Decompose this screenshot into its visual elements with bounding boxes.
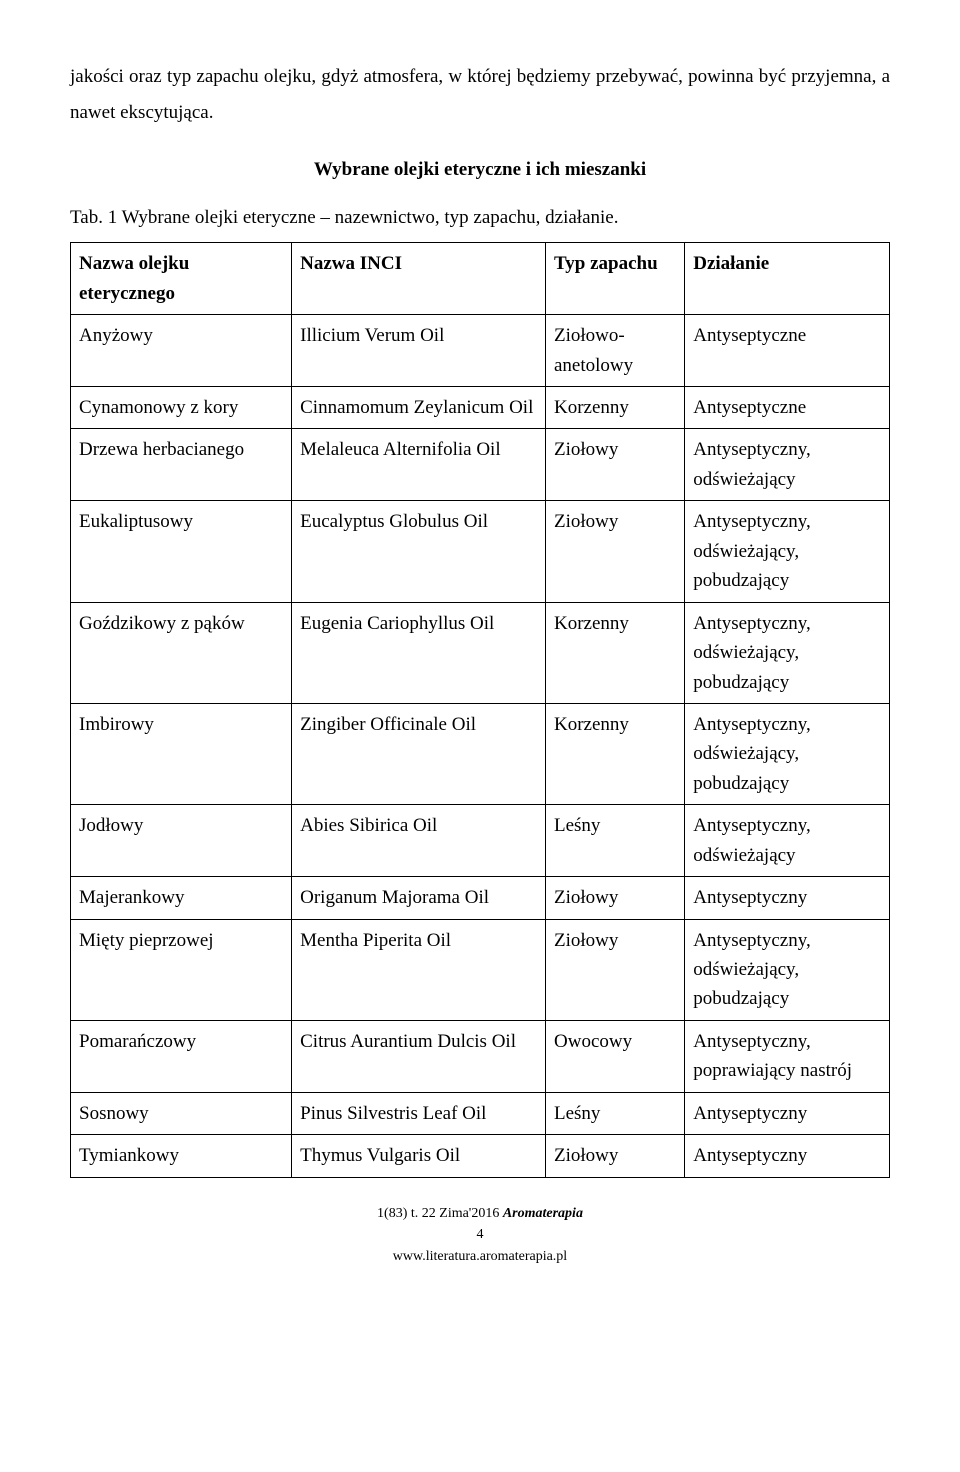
table-cell: Korzenny [546, 387, 685, 429]
table-head: Nazwa olejku eterycznego Nazwa INCI Typ … [71, 243, 890, 315]
table-cell: Pinus Silvestris Leaf Oil [292, 1092, 546, 1134]
document-page: jakości oraz typ zapachu olejku, gdyż at… [0, 0, 960, 1296]
footer-issue-line: 1(83) t. 22 Zima'2016 Aromaterapia [70, 1204, 890, 1224]
table-cell: Korzenny [546, 602, 685, 703]
th-name: Nazwa olejku eterycznego [71, 243, 292, 315]
th-action: Działanie [685, 243, 890, 315]
table-row: Drzewa herbacianegoMelaleuca Alternifoli… [71, 429, 890, 501]
table-cell: Antyseptyczny, odświeżający, pobudzający [685, 602, 890, 703]
th-inci: Nazwa INCI [292, 243, 546, 315]
table-cell: Antyseptyczne [685, 315, 890, 387]
table-cell: Antyseptyczny, odświeżający, pobudzający [685, 703, 890, 804]
table-cell: Pomarańczowy [71, 1020, 292, 1092]
table-row: AnyżowyIllicium Verum OilZiołowo-anetolo… [71, 315, 890, 387]
table-cell: Ziołowy [546, 501, 685, 602]
table-cell: Antyseptyczny, odświeżający, pobudzający [685, 501, 890, 602]
table-cell: Abies Sibirica Oil [292, 805, 546, 877]
table-cell: Eucalyptus Globulus Oil [292, 501, 546, 602]
table-cell: Zingiber Officinale Oil [292, 703, 546, 804]
table-row: MajerankowyOriganum Majorama OilZiołowyA… [71, 877, 890, 919]
table-cell: Antyseptyczny [685, 1092, 890, 1134]
table-cell: Citrus Aurantium Dulcis Oil [292, 1020, 546, 1092]
table-cell: Leśny [546, 1092, 685, 1134]
table-row: Mięty pieprzowejMentha Piperita OilZioło… [71, 919, 890, 1020]
table-row: JodłowyAbies Sibirica OilLeśnyAntyseptyc… [71, 805, 890, 877]
table-cell: Illicium Verum Oil [292, 315, 546, 387]
table-row: EukaliptusowyEucalyptus Globulus OilZioł… [71, 501, 890, 602]
table-cell: Majerankowy [71, 877, 292, 919]
table-cell: Imbirowy [71, 703, 292, 804]
table-cell: Goździkowy z pąków [71, 602, 292, 703]
table-row: SosnowyPinus Silvestris Leaf OilLeśnyAnt… [71, 1092, 890, 1134]
footer-url: www.literatura.aromaterapia.pl [70, 1247, 890, 1267]
footer-issue: 1(83) t. 22 Zima'2016 [377, 1206, 503, 1221]
table-cell: Eukaliptusowy [71, 501, 292, 602]
th-type: Typ zapachu [546, 243, 685, 315]
table-cell: Antyseptyczny [685, 877, 890, 919]
table-cell: Ziołowo-anetolowy [546, 315, 685, 387]
table-cell: Antyseptyczne [685, 387, 890, 429]
table-cell: Origanum Majorama Oil [292, 877, 546, 919]
table-row: Cynamonowy z koryCinnamomum Zeylanicum O… [71, 387, 890, 429]
table-cell: Mięty pieprzowej [71, 919, 292, 1020]
table-row: ImbirowyZingiber Officinale OilKorzennyA… [71, 703, 890, 804]
table-cell: Korzenny [546, 703, 685, 804]
table-cell: Antyseptyczny, odświeżający [685, 805, 890, 877]
table-cell: Sosnowy [71, 1092, 292, 1134]
table-body: AnyżowyIllicium Verum OilZiołowo-anetolo… [71, 315, 890, 1178]
intro-paragraph: jakości oraz typ zapachu olejku, gdyż at… [70, 59, 890, 131]
table-cell: Ziołowy [546, 877, 685, 919]
page-footer: 1(83) t. 22 Zima'2016 Aromaterapia 4 www… [70, 1204, 890, 1267]
table-row: TymiankowyThymus Vulgaris OilZiołowyAnty… [71, 1135, 890, 1177]
table-cell: Antyseptyczny, odświeżający, pobudzający [685, 919, 890, 1020]
table-cell: Ziołowy [546, 1135, 685, 1177]
table-cell: Antyseptyczny [685, 1135, 890, 1177]
table-cell: Ziołowy [546, 429, 685, 501]
table-cell: Jodłowy [71, 805, 292, 877]
table-cell: Anyżowy [71, 315, 292, 387]
table-cell: Mentha Piperita Oil [292, 919, 546, 1020]
table-cell: Antyseptyczny, odświeżający [685, 429, 890, 501]
table-cell: Leśny [546, 805, 685, 877]
table-cell: Antyseptyczny, poprawiający nastrój [685, 1020, 890, 1092]
table-cell: Owocowy [546, 1020, 685, 1092]
oils-table: Nazwa olejku eterycznego Nazwa INCI Typ … [70, 242, 890, 1177]
table-cell: Eugenia Cariophyllus Oil [292, 602, 546, 703]
table-cell: Drzewa herbacianego [71, 429, 292, 501]
footer-page-number: 4 [70, 1225, 890, 1245]
table-cell: Tymiankowy [71, 1135, 292, 1177]
table-cell: Thymus Vulgaris Oil [292, 1135, 546, 1177]
table-caption: Tab. 1 Wybrane olejki eteryczne – nazewn… [70, 200, 890, 236]
table-row: PomarańczowyCitrus Aurantium Dulcis OilO… [71, 1020, 890, 1092]
section-title: Wybrane olejki eteryczne i ich mieszanki [70, 159, 890, 181]
table-row: Goździkowy z pąkówEugenia Cariophyllus O… [71, 602, 890, 703]
table-cell: Ziołowy [546, 919, 685, 1020]
table-cell: Cynamonowy z kory [71, 387, 292, 429]
table-header-row: Nazwa olejku eterycznego Nazwa INCI Typ … [71, 243, 890, 315]
table-cell: Melaleuca Alternifolia Oil [292, 429, 546, 501]
footer-brand: Aromaterapia [503, 1206, 583, 1221]
table-cell: Cinnamomum Zeylanicum Oil [292, 387, 546, 429]
